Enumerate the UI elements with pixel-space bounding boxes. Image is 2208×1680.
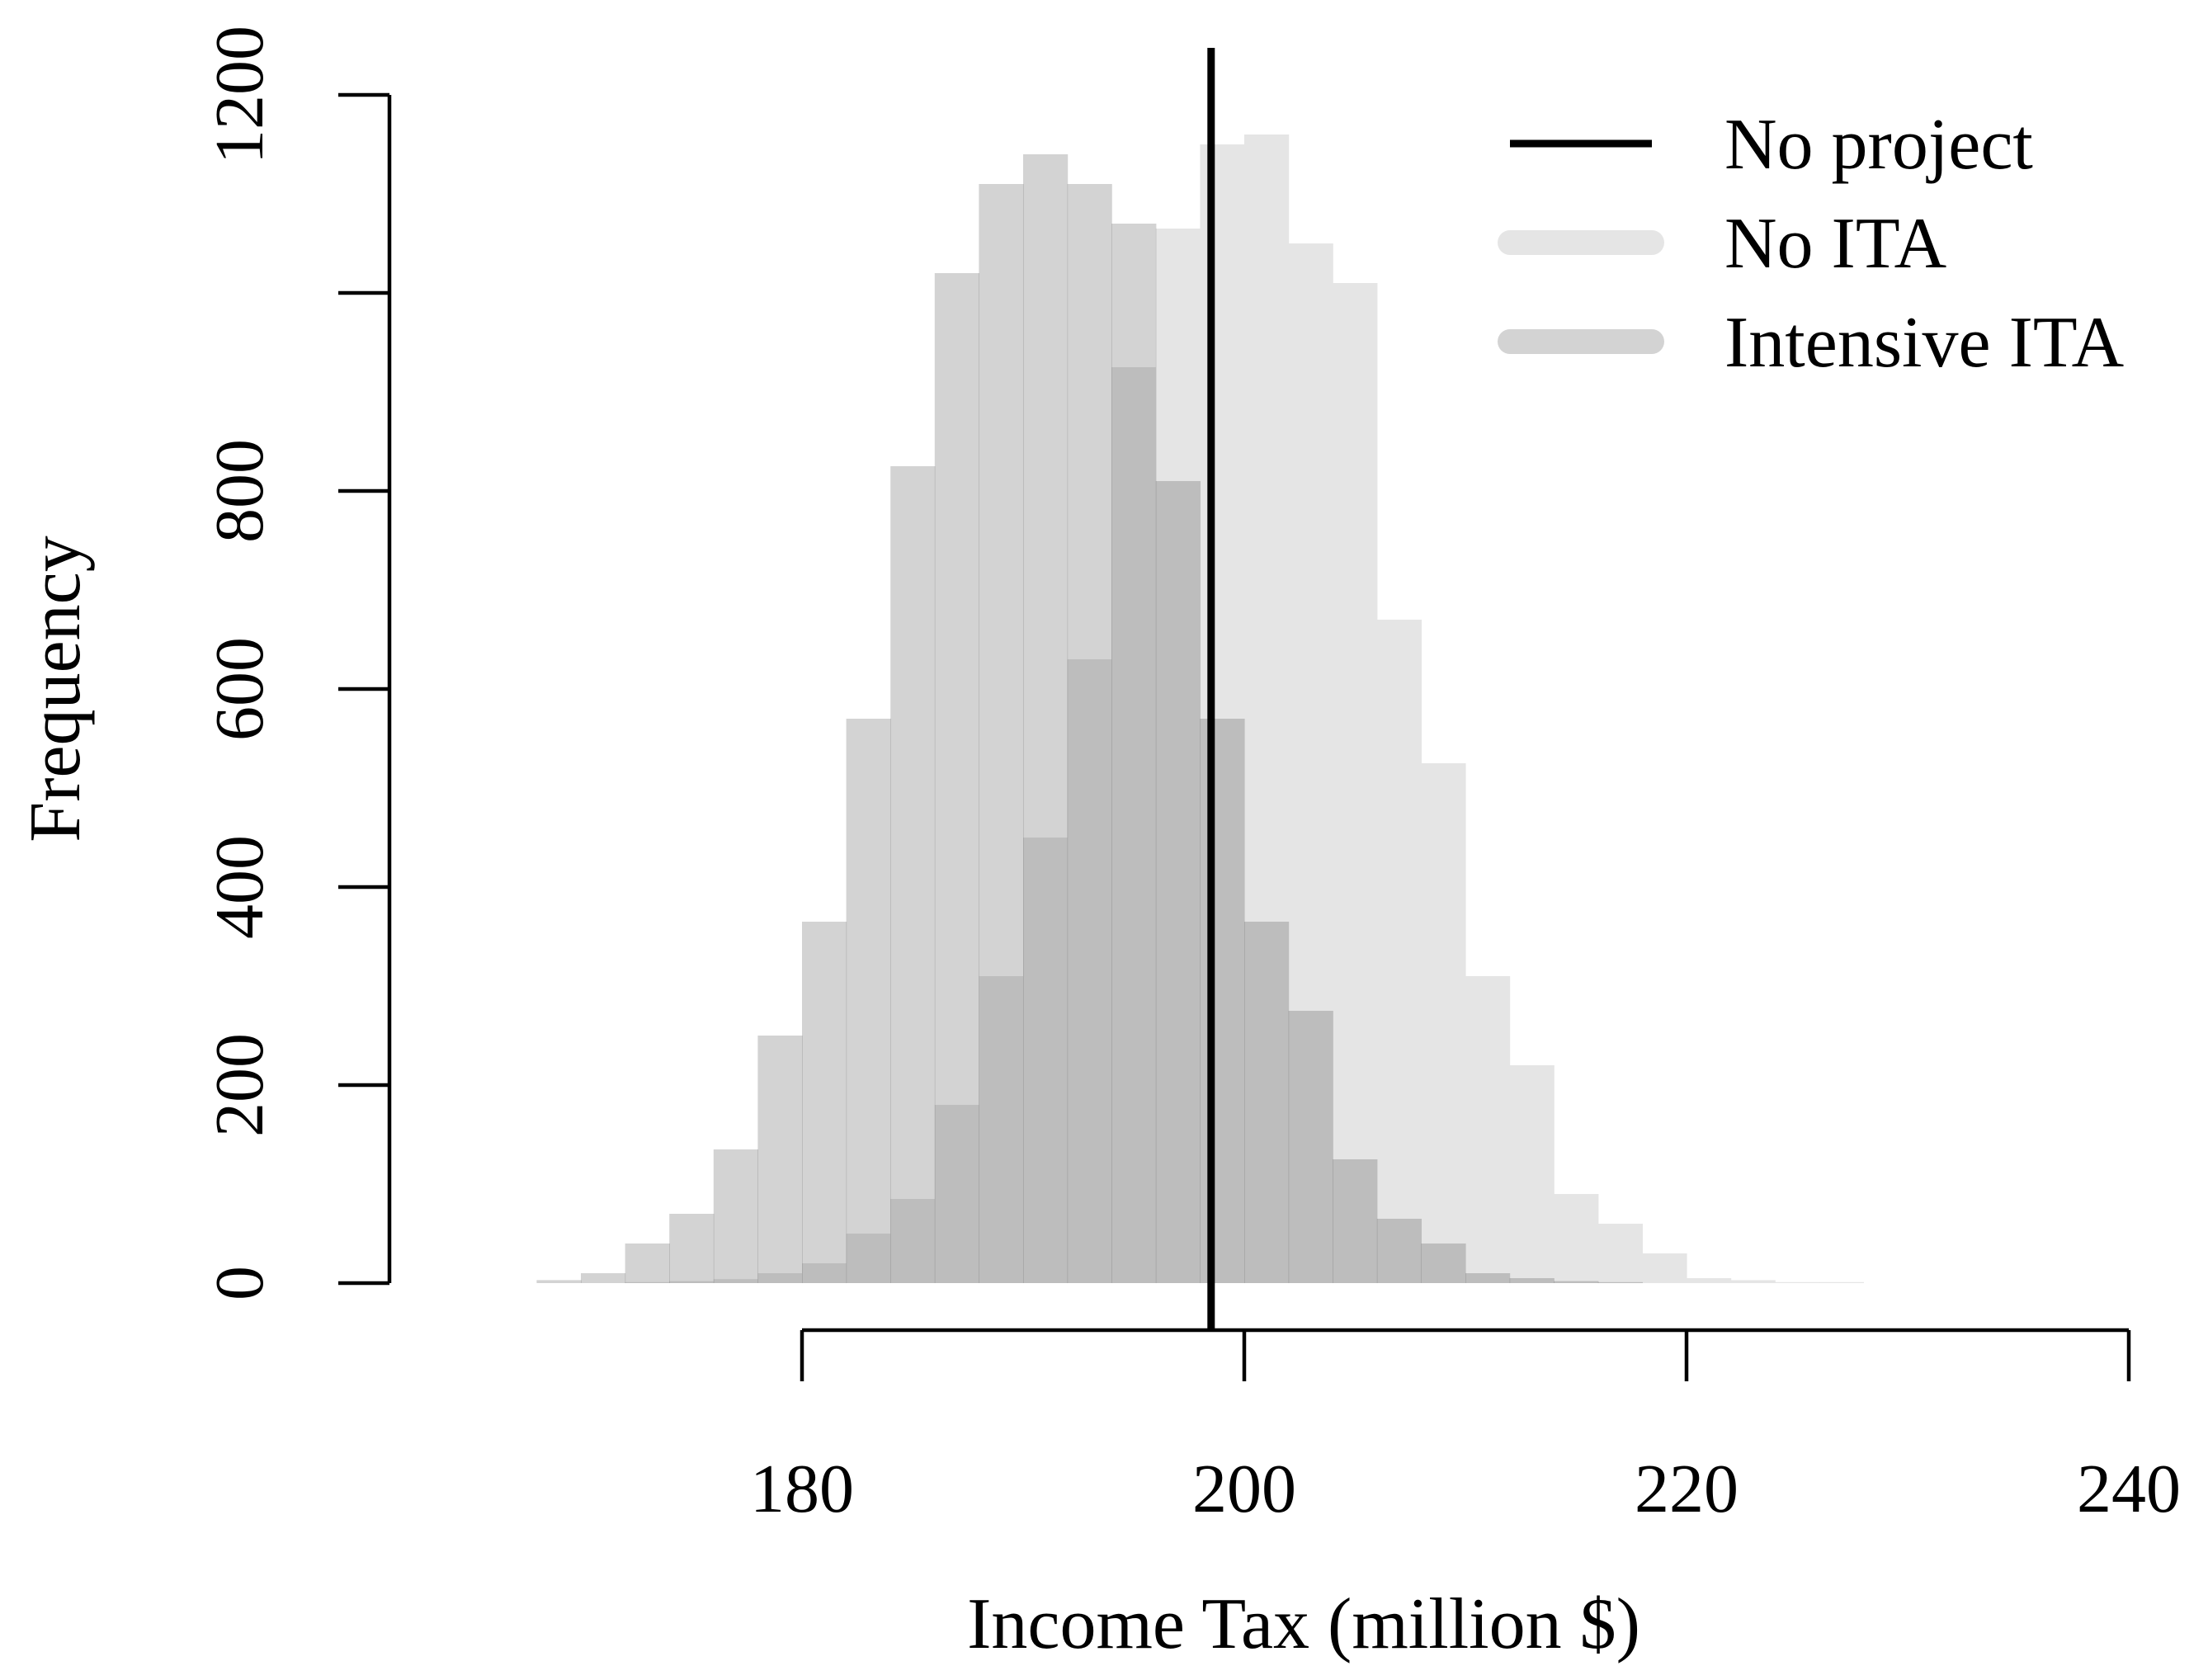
bar-intensive-ita-172 bbox=[625, 1243, 670, 1283]
bar-no-ita-220 bbox=[1687, 1278, 1732, 1283]
bar-intensive-ita-214 bbox=[1554, 1281, 1599, 1283]
y-tick-label-600: 600 bbox=[201, 637, 278, 741]
bar-no-ita-216 bbox=[1597, 1224, 1643, 1283]
bar-intensive-ita-216 bbox=[1597, 1281, 1643, 1283]
bar-intensive-ita-186 bbox=[934, 273, 979, 1283]
legend: No project No ITA Intensive ITA bbox=[1498, 105, 2124, 383]
legend-label-intensive-ita: Intensive ITA bbox=[1724, 303, 2124, 383]
bar-no-ita-226 bbox=[1819, 1281, 1864, 1283]
bar-intensive-ita-202 bbox=[1288, 1011, 1333, 1283]
series-intensive-ita-bars bbox=[536, 154, 1643, 1283]
legend-label-no-ita: No ITA bbox=[1724, 204, 1946, 284]
bar-no-ita-210 bbox=[1465, 976, 1511, 1283]
bar-no-ita-206 bbox=[1376, 620, 1422, 1283]
y-axis: 0 200 400 600 800 1200 bbox=[201, 26, 392, 1300]
bar-intensive-ita-174 bbox=[669, 1214, 715, 1283]
bar-intensive-ita-204 bbox=[1333, 1159, 1378, 1283]
y-tick-label-200: 200 bbox=[201, 1033, 278, 1137]
bar-no-ita-208 bbox=[1421, 763, 1466, 1283]
bar-no-ita-224 bbox=[1775, 1281, 1820, 1283]
bar-intensive-ita-184 bbox=[890, 466, 936, 1283]
bar-intensive-ita-192 bbox=[1067, 184, 1112, 1283]
bar-intensive-ita-210 bbox=[1465, 1273, 1511, 1283]
bar-no-ita-222 bbox=[1730, 1280, 1776, 1283]
bar-intensive-ita-170 bbox=[581, 1273, 626, 1283]
bar-intensive-ita-208 bbox=[1421, 1243, 1466, 1283]
bar-intensive-ita-180 bbox=[802, 922, 847, 1283]
bar-intensive-ita-176 bbox=[713, 1149, 758, 1283]
bar-intensive-ita-206 bbox=[1376, 1219, 1422, 1283]
x-axis-title: Income Tax (million $) bbox=[967, 1584, 1640, 1664]
bar-no-ita-204 bbox=[1333, 283, 1378, 1283]
x-tick-label-180: 180 bbox=[750, 1451, 854, 1527]
y-tick-label-0: 0 bbox=[201, 1266, 278, 1300]
x-tick-label-200: 200 bbox=[1192, 1451, 1296, 1527]
bar-no-ita-212 bbox=[1509, 1065, 1555, 1283]
bar-intensive-ita-196 bbox=[1155, 481, 1201, 1283]
y-tick-label-1200: 1200 bbox=[201, 26, 278, 164]
y-tick-label-800: 800 bbox=[201, 439, 278, 543]
bar-no-ita-218 bbox=[1642, 1253, 1687, 1283]
x-tick-label-220: 220 bbox=[1635, 1451, 1739, 1527]
bar-intensive-ita-200 bbox=[1244, 922, 1290, 1283]
x-axis: 180 200 220 240 bbox=[750, 1328, 2181, 1527]
bar-intensive-ita-198 bbox=[1200, 719, 1245, 1283]
bar-intensive-ita-178 bbox=[757, 1036, 803, 1283]
bar-intensive-ita-190 bbox=[1023, 154, 1069, 1283]
bar-intensive-ita-212 bbox=[1509, 1278, 1555, 1283]
bar-intensive-ita-194 bbox=[1111, 224, 1157, 1283]
legend-label-no-project: No project bbox=[1724, 105, 2033, 185]
x-tick-label-240: 240 bbox=[2077, 1451, 2181, 1527]
y-tick-label-400: 400 bbox=[201, 835, 278, 939]
bar-intensive-ita-182 bbox=[846, 719, 891, 1283]
bar-intensive-ita-168 bbox=[536, 1280, 582, 1283]
y-axis-title: Frequency bbox=[16, 536, 96, 842]
bar-no-ita-214 bbox=[1554, 1194, 1599, 1283]
bar-intensive-ita-188 bbox=[979, 184, 1024, 1283]
